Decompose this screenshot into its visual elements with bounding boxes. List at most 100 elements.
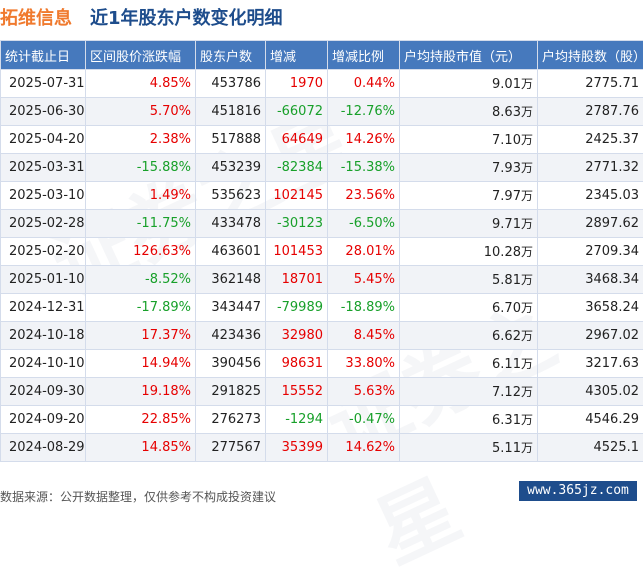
market-value-number: 9.01 bbox=[492, 77, 521, 92]
market-value-number: 6.70 bbox=[492, 301, 521, 316]
col-header-change-ratio: 增减比例 bbox=[328, 41, 400, 70]
cell-avg-market-value: 7.12万 bbox=[400, 378, 538, 406]
cell-holders: 451816 bbox=[196, 98, 266, 126]
market-value-unit: 万 bbox=[521, 245, 533, 259]
cell-price-change: -17.89% bbox=[86, 294, 196, 322]
cell-avg-market-value: 8.63万 bbox=[400, 98, 538, 126]
stock-name: 拓维信息 bbox=[0, 4, 72, 30]
cell-change-ratio: 0.44% bbox=[328, 70, 400, 98]
market-value-unit: 万 bbox=[521, 329, 533, 343]
cell-avg-shares: 3217.63 bbox=[538, 350, 643, 378]
cell-change-ratio: 5.45% bbox=[328, 266, 400, 294]
cell-change-ratio: 14.62% bbox=[328, 434, 400, 462]
page-header: 拓维信息 近1年股东户数变化明细 bbox=[0, 0, 643, 36]
col-header-avg-shares: 户均持股数（股） bbox=[538, 41, 643, 70]
cell-change-ratio: 28.01% bbox=[328, 238, 400, 266]
cell-avg-shares: 3468.34 bbox=[538, 266, 643, 294]
cell-avg-shares: 3658.24 bbox=[538, 294, 643, 322]
cell-holders: 517888 bbox=[196, 126, 266, 154]
cell-avg-market-value: 7.97万 bbox=[400, 182, 538, 210]
cell-holders: 276273 bbox=[196, 406, 266, 434]
cell-date: 2025-02-28 bbox=[1, 210, 86, 238]
cell-change: -30123 bbox=[266, 210, 328, 238]
cell-holders: 362148 bbox=[196, 266, 266, 294]
cell-change-ratio: 14.26% bbox=[328, 126, 400, 154]
market-value-number: 6.11 bbox=[492, 357, 521, 372]
cell-change-ratio: -18.89% bbox=[328, 294, 400, 322]
cell-change-ratio: 33.80% bbox=[328, 350, 400, 378]
cell-change: 1970 bbox=[266, 70, 328, 98]
market-value-number: 6.62 bbox=[492, 329, 521, 344]
cell-change: 98631 bbox=[266, 350, 328, 378]
cell-date: 2025-03-31 bbox=[1, 154, 86, 182]
market-value-number: 5.11 bbox=[492, 441, 521, 456]
cell-change: 18701 bbox=[266, 266, 328, 294]
col-header-avg-market-value: 户均持股市值（元） bbox=[400, 41, 538, 70]
cell-change-ratio: -6.50% bbox=[328, 210, 400, 238]
cell-holders: 277567 bbox=[196, 434, 266, 462]
cell-change-ratio: -15.38% bbox=[328, 154, 400, 182]
cell-avg-shares: 2345.03 bbox=[538, 182, 643, 210]
cell-change: 32980 bbox=[266, 322, 328, 350]
cell-change: 15552 bbox=[266, 378, 328, 406]
cell-avg-shares: 2787.76 bbox=[538, 98, 643, 126]
cell-change: -79989 bbox=[266, 294, 328, 322]
cell-avg-market-value: 7.10万 bbox=[400, 126, 538, 154]
market-value-unit: 万 bbox=[521, 161, 533, 175]
market-value-number: 7.97 bbox=[492, 189, 521, 204]
market-value-unit: 万 bbox=[521, 273, 533, 287]
market-value-unit: 万 bbox=[521, 385, 533, 399]
table-row: 2024-12-31-17.89%343447-79989-18.89%6.70… bbox=[1, 294, 643, 322]
cell-avg-shares: 4305.02 bbox=[538, 378, 643, 406]
cell-holders: 463601 bbox=[196, 238, 266, 266]
cell-avg-shares: 4525.1 bbox=[538, 434, 643, 462]
market-value-unit: 万 bbox=[521, 189, 533, 203]
market-value-number: 8.63 bbox=[492, 105, 521, 120]
cell-price-change: -15.88% bbox=[86, 154, 196, 182]
cell-change-ratio: 5.63% bbox=[328, 378, 400, 406]
cell-holders: 453239 bbox=[196, 154, 266, 182]
cell-change-ratio: -0.47% bbox=[328, 406, 400, 434]
col-header-change: 增减 bbox=[266, 41, 328, 70]
data-source-note: 数据来源：公开数据整理，仅供参考不构成投资建议 bbox=[0, 488, 276, 505]
site-badge: www.365jz.com bbox=[519, 481, 637, 501]
cell-price-change: -8.52% bbox=[86, 266, 196, 294]
cell-date: 2025-02-20 bbox=[1, 238, 86, 266]
cell-avg-market-value: 9.71万 bbox=[400, 210, 538, 238]
cell-date: 2024-10-18 bbox=[1, 322, 86, 350]
cell-avg-market-value: 6.62万 bbox=[400, 322, 538, 350]
shareholder-table: 统计截止日 区间股价涨跌幅 股东户数 增减 增减比例 户均持股市值（元） 户均持… bbox=[0, 40, 643, 462]
cell-avg-market-value: 6.11万 bbox=[400, 350, 538, 378]
table-row: 2025-02-28-11.75%433478-30123-6.50%9.71万… bbox=[1, 210, 643, 238]
market-value-number: 7.12 bbox=[492, 385, 521, 400]
cell-holders: 291825 bbox=[196, 378, 266, 406]
table-header-row: 统计截止日 区间股价涨跌幅 股东户数 增减 增减比例 户均持股市值（元） 户均持… bbox=[1, 41, 643, 70]
cell-price-change: -11.75% bbox=[86, 210, 196, 238]
cell-holders: 535623 bbox=[196, 182, 266, 210]
cell-holders: 390456 bbox=[196, 350, 266, 378]
cell-avg-shares: 4546.29 bbox=[538, 406, 643, 434]
cell-holders: 423436 bbox=[196, 322, 266, 350]
cell-date: 2024-10-10 bbox=[1, 350, 86, 378]
cell-change: -66072 bbox=[266, 98, 328, 126]
page-title: 近1年股东户数变化明细 bbox=[90, 4, 283, 30]
cell-price-change: 2.38% bbox=[86, 126, 196, 154]
market-value-unit: 万 bbox=[521, 133, 533, 147]
cell-date: 2025-04-20 bbox=[1, 126, 86, 154]
market-value-unit: 万 bbox=[521, 217, 533, 231]
cell-price-change: 14.85% bbox=[86, 434, 196, 462]
market-value-number: 7.93 bbox=[492, 161, 521, 176]
cell-change: -1294 bbox=[266, 406, 328, 434]
cell-change: 102145 bbox=[266, 182, 328, 210]
market-value-unit: 万 bbox=[521, 301, 533, 315]
cell-date: 2024-09-20 bbox=[1, 406, 86, 434]
market-value-number: 6.31 bbox=[492, 413, 521, 428]
cell-date: 2024-09-30 bbox=[1, 378, 86, 406]
market-value-unit: 万 bbox=[521, 441, 533, 455]
